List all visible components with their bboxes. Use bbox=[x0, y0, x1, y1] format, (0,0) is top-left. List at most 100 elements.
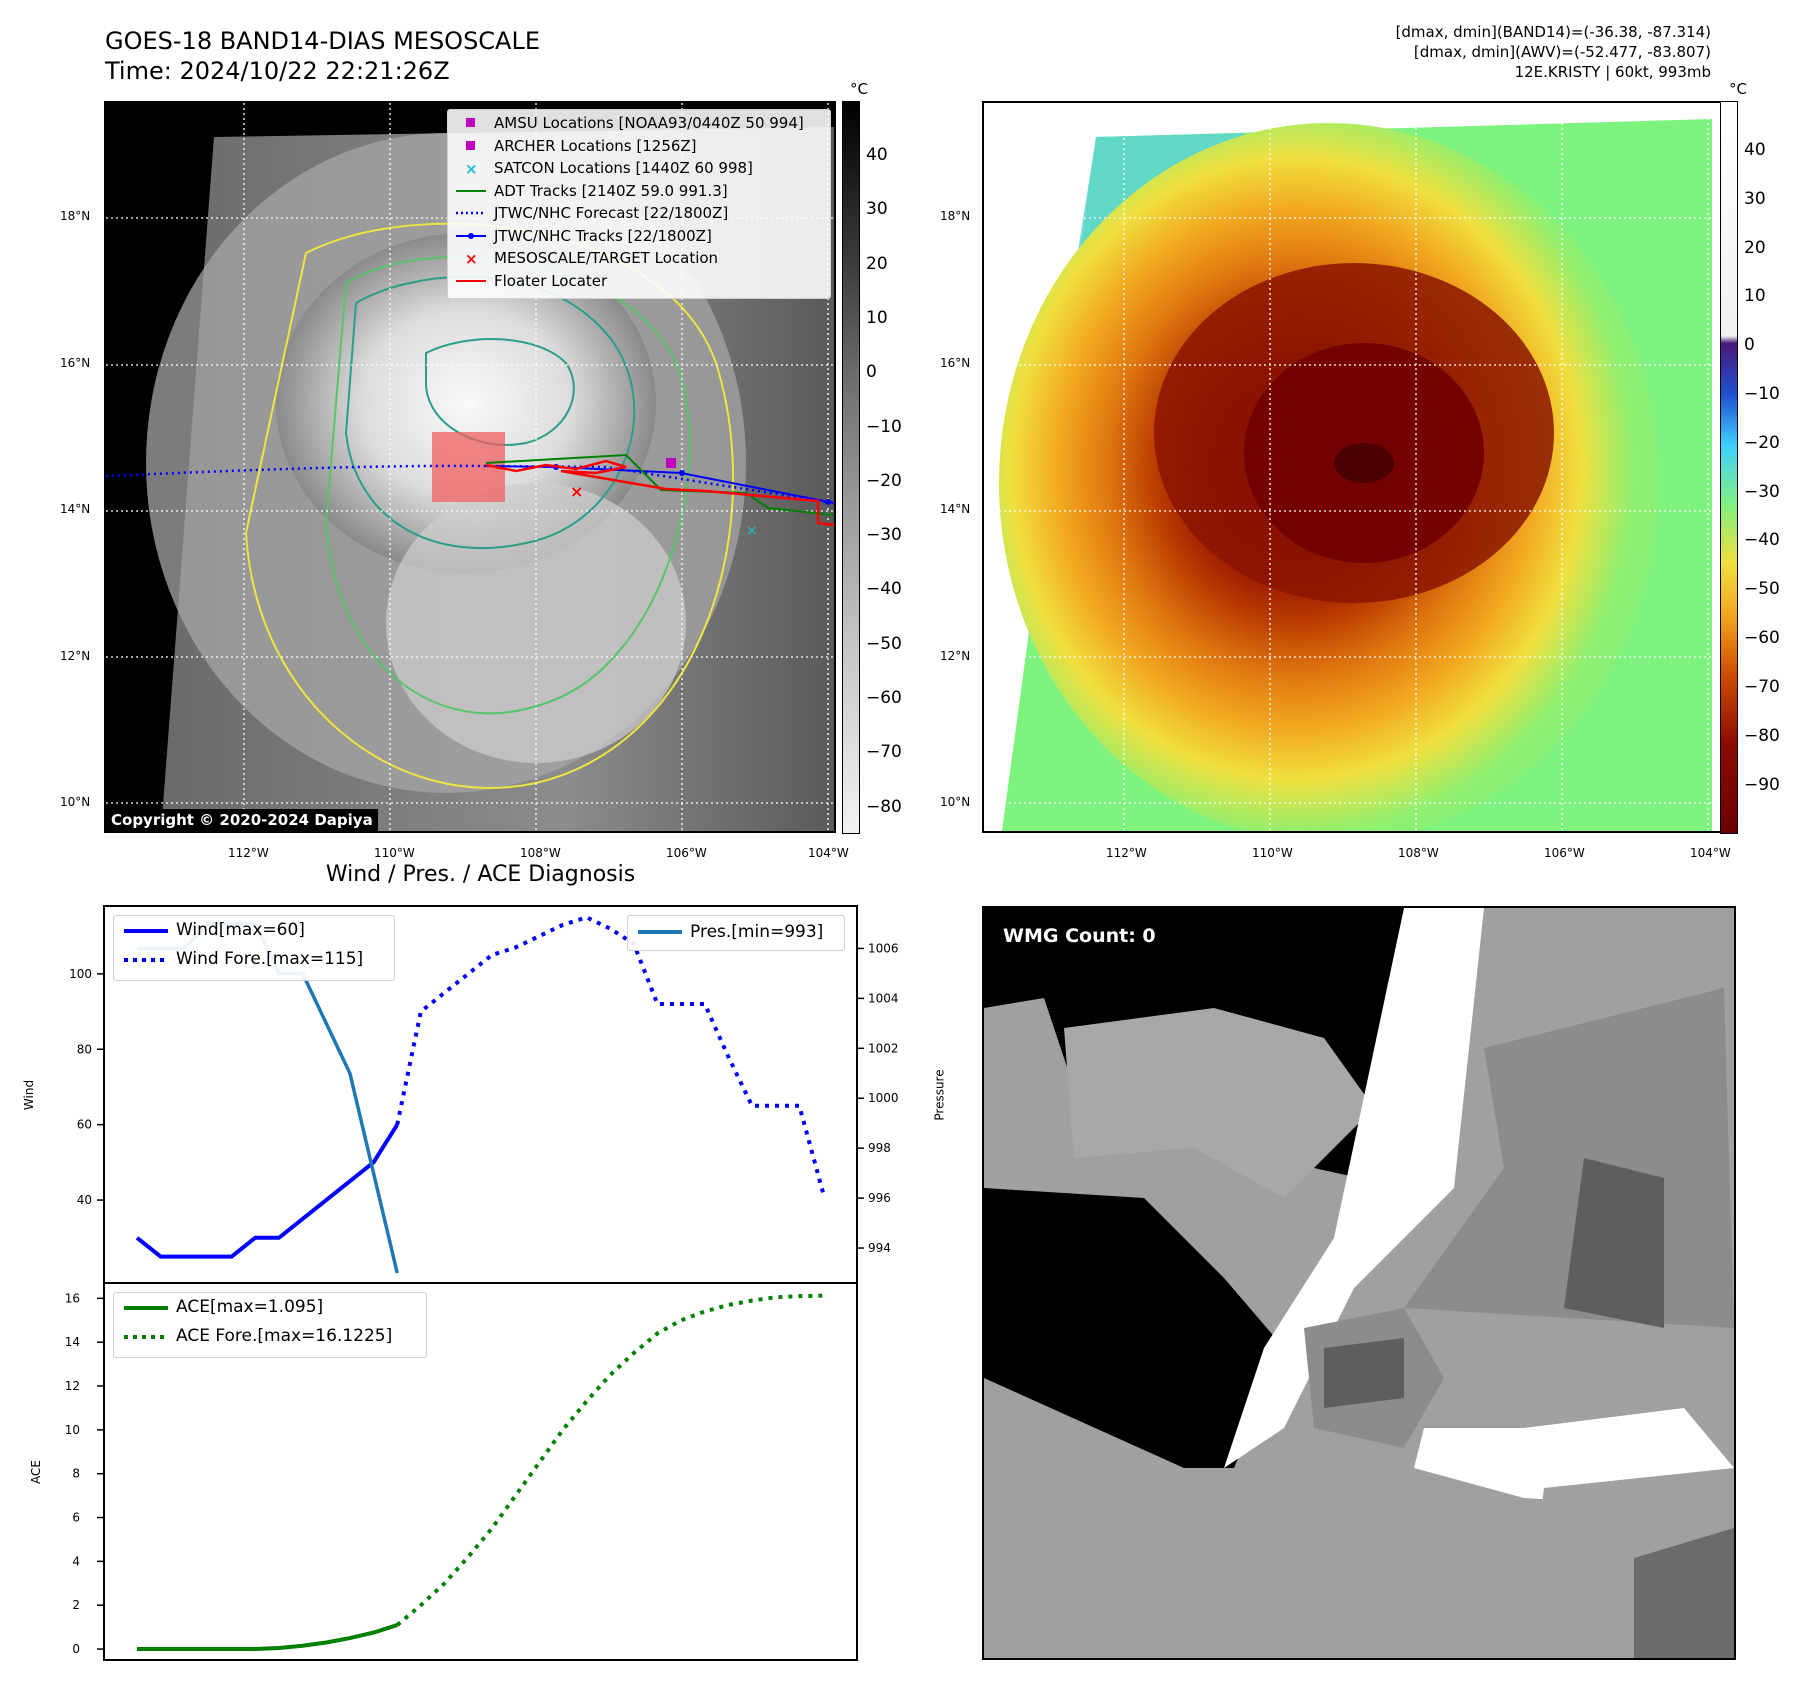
pressure-tick-label: 1000 bbox=[868, 1091, 899, 1105]
legend-symbol bbox=[456, 279, 486, 282]
amsu-marker bbox=[666, 458, 676, 468]
pressure-tick-label: 996 bbox=[868, 1191, 891, 1205]
wind-tick-label: 60 bbox=[77, 1118, 92, 1132]
pressure-tick-label: 998 bbox=[868, 1141, 891, 1155]
map-legend-item: × SATCON Locations [1440Z 60 998] bbox=[448, 157, 830, 180]
map-legend-item: ARCHER Locations [1256Z] bbox=[448, 135, 830, 158]
colorbar-tick: −80 bbox=[1744, 726, 1780, 746]
colorbar-tick: −30 bbox=[1744, 482, 1780, 502]
wmg-panel: WMG Count: 0 bbox=[982, 906, 1736, 1660]
ace-forecast-line bbox=[395, 1293, 824, 1627]
wind-tick-label: 100 bbox=[69, 967, 92, 981]
colorbar-tick: −10 bbox=[1744, 384, 1780, 404]
colorbar-tick: 30 bbox=[866, 199, 888, 220]
colorbar-tick: 0 bbox=[1744, 335, 1755, 355]
legend-pressure: Pres.[min=993] bbox=[690, 922, 824, 942]
colorbar-tick: −30 bbox=[866, 525, 902, 546]
legend-symbol bbox=[466, 140, 475, 150]
legend-label: MESOSCALE/TARGET Location bbox=[494, 249, 719, 267]
pressure-tick-label: 994 bbox=[868, 1241, 891, 1255]
jtwc-track bbox=[485, 465, 834, 504]
legend-wind-fore: Wind Fore.[max=115] bbox=[176, 949, 364, 969]
right-colorbar bbox=[1720, 101, 1738, 834]
title-line-2: Time: 2024/10/22 22:21:26Z bbox=[105, 57, 450, 85]
legend-ace: ACE[max=1.095] bbox=[176, 1297, 324, 1317]
map-legend: AMSU Locations [NOAA93/0440Z 50 994] ARCH… bbox=[447, 109, 831, 299]
colorbar-tick: −70 bbox=[1744, 677, 1780, 697]
map-legend-rows: AMSU Locations [NOAA93/0440Z 50 994] ARCH… bbox=[448, 112, 830, 292]
lon-label: 110°W bbox=[374, 846, 415, 860]
colorbar-tick: −60 bbox=[866, 688, 902, 708]
legend-symbol: × bbox=[465, 160, 478, 178]
diagnosis-title: Wind / Pres. / ACE Diagnosis bbox=[325, 862, 636, 887]
map-legend-item: JTWC/NHC Forecast [22/1800Z] bbox=[448, 202, 830, 225]
floater-track bbox=[485, 459, 834, 527]
colorbar-tick: −50 bbox=[866, 633, 902, 654]
pressure-tick-label: 1006 bbox=[868, 941, 899, 955]
wmg-count-badge: WMG Count: 0 bbox=[996, 922, 1163, 950]
lat-label: 18°N bbox=[940, 209, 971, 223]
lon-label: 108°W bbox=[520, 846, 561, 860]
map-legend-item: JTWC/NHC Tracks [22/1800Z] bbox=[448, 225, 830, 248]
pressure-tick-label: 1004 bbox=[868, 991, 899, 1005]
legend-symbol: × bbox=[465, 250, 478, 268]
wind-tick-label: 40 bbox=[77, 1193, 92, 1207]
colorbar-tick: 0 bbox=[866, 362, 877, 383]
map-legend-item: ADT Tracks [2140Z 59.0 991.3] bbox=[448, 180, 830, 203]
lon-label: 106°W bbox=[1544, 846, 1585, 860]
lon-label: 104°W bbox=[808, 846, 849, 860]
wind-forecast-line bbox=[395, 915, 825, 1194]
right-colorbar-unit: °C bbox=[1729, 80, 1747, 98]
legend-label: ARCHER Locations [1256Z] bbox=[494, 136, 697, 155]
band14-map-panel: × × Copyright © 2020-2024 Dapiya AMSU Lo… bbox=[104, 101, 836, 833]
colorbar-tick: −50 bbox=[1744, 579, 1780, 599]
colorbar-tick: −70 bbox=[866, 742, 902, 763]
legend-label: JTWC/NHC Tracks [22/1800Z] bbox=[494, 226, 712, 245]
awv-imagery bbox=[984, 103, 1732, 831]
colorbar-tick: −60 bbox=[1744, 628, 1780, 648]
legend-label: Floater Locater bbox=[494, 271, 608, 290]
ace-tick-label: 2 bbox=[72, 1598, 80, 1612]
ace-tick-label: 4 bbox=[72, 1554, 80, 1568]
map-legend-item: × MESOSCALE/TARGET Location bbox=[448, 247, 830, 270]
colorbar-tick: −80 bbox=[866, 796, 902, 817]
storm-info: 12E.KRISTY | 60kt, 993mb bbox=[1514, 63, 1711, 81]
colorbar-tick: 10 bbox=[866, 307, 888, 328]
pressure-ylabel: Pressure bbox=[932, 1069, 947, 1121]
colorbar-tick: −90 bbox=[1744, 775, 1780, 795]
lon-label: 108°W bbox=[1398, 846, 1439, 860]
wind-line bbox=[135, 1123, 399, 1259]
lon-label: 112°W bbox=[228, 846, 269, 860]
band14-range: [dmax, dmin](BAND14)=(-36.38, -87.314) bbox=[1395, 23, 1711, 41]
map-legend-item: Floater Locater bbox=[448, 270, 830, 293]
map-legend-item: AMSU Locations [NOAA93/0440Z 50 994] bbox=[448, 112, 830, 135]
svg-text:×: × bbox=[465, 250, 478, 268]
awv-range: [dmax, dmin](AWV)=(-52.477, -83.807) bbox=[1413, 43, 1711, 61]
lat-label: 12°N bbox=[60, 649, 91, 663]
ace-tick-label: 0 bbox=[72, 1642, 80, 1656]
legend-label: JTWC/NHC Forecast [22/1800Z] bbox=[494, 204, 729, 222]
ace-tick-label: 6 bbox=[72, 1511, 80, 1525]
awv-gridlines bbox=[984, 103, 1732, 831]
svg-text:×: × bbox=[465, 160, 478, 178]
colorbar-tick: 10 bbox=[1744, 286, 1766, 306]
colorbar-tick: 20 bbox=[866, 253, 888, 274]
satcon-marker: × bbox=[746, 523, 758, 539]
legend-symbol bbox=[466, 118, 475, 127]
figure-title: GOES-18 BAND14-DIAS MESOSCALE Time: 2024… bbox=[105, 26, 540, 86]
colorbar-tick: −40 bbox=[866, 579, 902, 600]
pressure-tick-label: 1002 bbox=[868, 1041, 899, 1055]
colorbar-tick: 40 bbox=[1744, 140, 1766, 160]
ace-tick-label: 16 bbox=[65, 1291, 80, 1305]
legend-ace-fore: ACE Fore.[max=16.1225] bbox=[176, 1326, 393, 1346]
colorbar-tick: −20 bbox=[1744, 433, 1780, 453]
ace-tick-label: 8 bbox=[72, 1467, 80, 1481]
target-marker: × bbox=[570, 482, 583, 501]
lat-label: 16°N bbox=[60, 356, 91, 370]
ace-legend: ACE[max=1.095] ACE Fore.[max=16.1225] bbox=[113, 1292, 427, 1358]
ace-tick-label: 10 bbox=[65, 1423, 80, 1437]
wind-tick-label: 80 bbox=[77, 1042, 92, 1056]
lat-label: 16°N bbox=[940, 356, 971, 370]
lon-label: 112°W bbox=[1106, 846, 1147, 860]
colorbar-tick: −40 bbox=[1744, 530, 1780, 550]
